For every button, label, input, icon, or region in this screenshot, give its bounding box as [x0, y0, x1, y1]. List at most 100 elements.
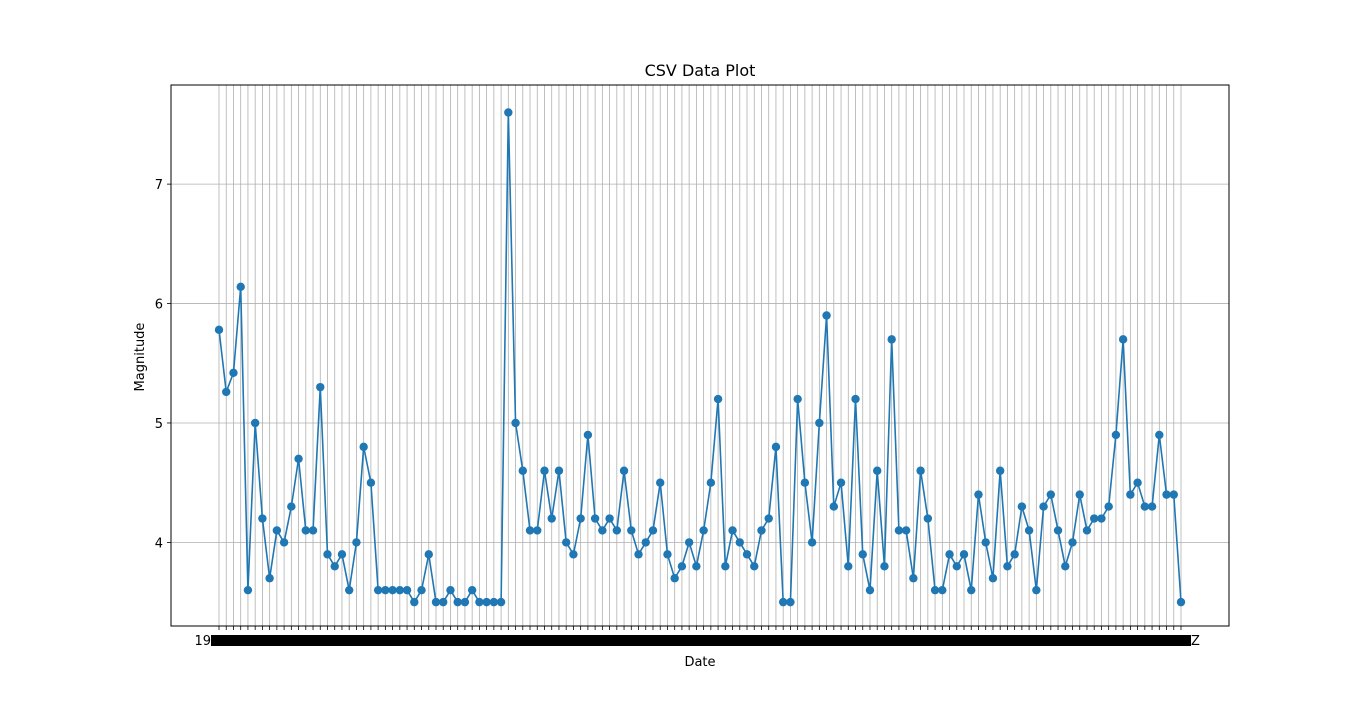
data-point [482, 597, 491, 607]
data-point [381, 585, 390, 595]
data-point [467, 585, 477, 595]
data-point [742, 550, 752, 559]
data-point [887, 335, 896, 344]
data-point [916, 466, 925, 475]
data-point [1155, 430, 1164, 440]
data-point [410, 597, 419, 607]
data-point [287, 502, 296, 511]
data-point [1140, 502, 1150, 511]
data-point [424, 550, 433, 559]
data-point [1061, 562, 1070, 571]
data-point [952, 562, 961, 571]
data-point [684, 538, 694, 547]
data-point [1075, 490, 1084, 499]
data-point [489, 597, 499, 607]
data-point [865, 585, 875, 595]
x-axis-label: Date [684, 655, 715, 670]
data-point [938, 585, 947, 595]
data-point [279, 538, 289, 547]
data-point [1169, 490, 1178, 499]
x-tick-label-first: 19 [194, 634, 211, 649]
data-point [1039, 502, 1048, 511]
data-point [402, 585, 412, 595]
data-point [554, 466, 564, 475]
x-ticks: 19 Z [194, 626, 1200, 649]
series-group [214, 108, 1186, 607]
data-point [598, 526, 607, 535]
y-tick-label: 7 [155, 178, 163, 193]
data-point [634, 550, 643, 559]
data-point [959, 550, 969, 559]
data-point [547, 514, 556, 523]
data-point [844, 562, 853, 571]
chart-title: CSV Data Plot [645, 61, 756, 80]
data-point [496, 597, 506, 607]
data-point [1133, 478, 1142, 487]
data-point [576, 514, 585, 523]
data-point [648, 526, 658, 535]
data-point [236, 282, 245, 292]
data-point [930, 585, 940, 595]
data-point [778, 597, 788, 607]
data-point [1017, 502, 1027, 511]
data-point [540, 466, 549, 475]
data-point [945, 550, 954, 559]
data-point [1090, 514, 1099, 523]
data-point [1024, 526, 1034, 535]
y-gridlines [171, 183, 1229, 543]
data-point [800, 478, 810, 487]
data-point [967, 585, 976, 595]
data-point [250, 418, 260, 428]
plot-frame [170, 84, 1230, 627]
data-point [373, 585, 383, 595]
data-point [619, 466, 629, 475]
data-point [1003, 562, 1012, 571]
data-point [670, 574, 679, 583]
data-point [294, 454, 303, 464]
data-point [352, 538, 361, 547]
data-point [706, 478, 716, 487]
y-axis-label: Magnitude [133, 323, 148, 392]
data-point [757, 526, 766, 535]
data-point [656, 478, 665, 487]
data-point [323, 550, 332, 559]
data-point [511, 418, 520, 428]
data-point [851, 394, 860, 404]
data-point [713, 394, 723, 404]
data-point [663, 550, 672, 559]
data-point [453, 597, 462, 607]
data-point [728, 526, 737, 535]
data-point [533, 526, 542, 535]
y-tick-label: 6 [155, 298, 163, 313]
data-point [1010, 550, 1019, 559]
data-point [308, 526, 318, 535]
data-point [525, 526, 535, 535]
y-ticks: 4 5 6 7 [155, 178, 171, 551]
data-point [641, 538, 650, 547]
x-gridlines [218, 85, 1182, 626]
data-point [677, 562, 687, 571]
data-point [1032, 585, 1041, 595]
data-point [721, 562, 730, 571]
data-point [417, 585, 426, 595]
data-point [981, 538, 990, 547]
data-point [829, 502, 839, 511]
data-point [923, 514, 933, 523]
data-point [316, 382, 325, 392]
data-point [699, 526, 708, 535]
data-point [786, 597, 795, 607]
data-point [214, 325, 224, 335]
data-point [388, 585, 397, 595]
data-point [366, 478, 376, 487]
data-point [974, 490, 983, 499]
data-point [1162, 490, 1171, 499]
data-point [272, 526, 282, 535]
data-point [1053, 526, 1063, 535]
data-point [873, 466, 882, 475]
data-point [1097, 514, 1106, 523]
data-point [894, 526, 904, 535]
data-point [627, 526, 636, 535]
x-tick-label-last: Z [1191, 634, 1200, 649]
